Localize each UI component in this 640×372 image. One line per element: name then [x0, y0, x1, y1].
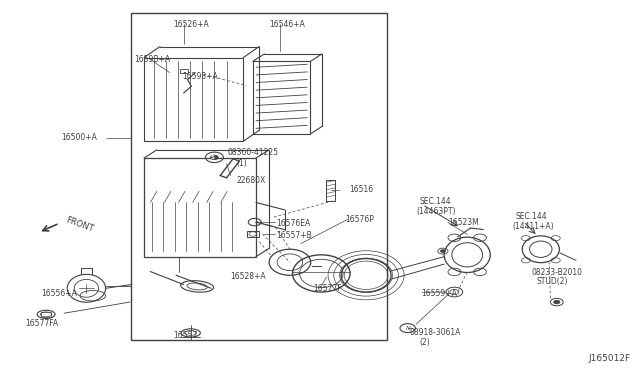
- Text: 08918-3061A: 08918-3061A: [410, 328, 461, 337]
- Bar: [253, 61, 310, 134]
- Text: FRONT: FRONT: [64, 216, 94, 234]
- Text: 22680X: 22680X: [237, 176, 266, 185]
- Text: (14411+A): (14411+A): [512, 222, 554, 231]
- Text: N: N: [405, 326, 410, 331]
- Text: 1659B+A: 1659B+A: [134, 55, 170, 64]
- Text: 16528+A: 16528+A: [230, 272, 266, 280]
- Text: J165012F: J165012F: [588, 354, 630, 363]
- Text: (14463PT): (14463PT): [416, 207, 456, 216]
- Bar: [131, 13, 387, 340]
- Bar: [144, 158, 256, 257]
- Bar: [144, 58, 243, 141]
- Text: 16577F: 16577F: [314, 284, 342, 293]
- Text: 16576EA: 16576EA: [276, 219, 311, 228]
- Text: S: S: [211, 155, 214, 160]
- Circle shape: [211, 155, 218, 160]
- Text: 16557+B: 16557+B: [276, 231, 312, 240]
- Text: (1): (1): [237, 159, 248, 168]
- Text: 16500+A: 16500+A: [61, 133, 97, 142]
- Text: 16516: 16516: [349, 185, 373, 194]
- Bar: [180, 69, 188, 73]
- Text: 16523M: 16523M: [448, 218, 479, 227]
- Text: SEC.144: SEC.144: [419, 197, 451, 206]
- Circle shape: [440, 250, 445, 253]
- Text: 16559+A: 16559+A: [421, 289, 457, 298]
- Text: 16577FA: 16577FA: [26, 319, 59, 328]
- Text: 08233-B2010: 08233-B2010: [531, 268, 582, 277]
- Text: 16526+A: 16526+A: [173, 20, 209, 29]
- Text: 16546+A: 16546+A: [269, 20, 305, 29]
- Text: 16557: 16557: [173, 331, 197, 340]
- Text: 08360-41225: 08360-41225: [227, 148, 278, 157]
- Text: 16576P: 16576P: [346, 215, 374, 224]
- Bar: [247, 231, 259, 237]
- Circle shape: [554, 300, 560, 304]
- Text: 16556+A: 16556+A: [42, 289, 77, 298]
- Bar: [41, 312, 51, 317]
- Text: (2): (2): [419, 339, 430, 347]
- Bar: [326, 180, 335, 201]
- Text: SEC.144: SEC.144: [515, 212, 547, 221]
- Text: 16598+A: 16598+A: [182, 72, 218, 81]
- Text: STUD(2): STUD(2): [536, 278, 568, 286]
